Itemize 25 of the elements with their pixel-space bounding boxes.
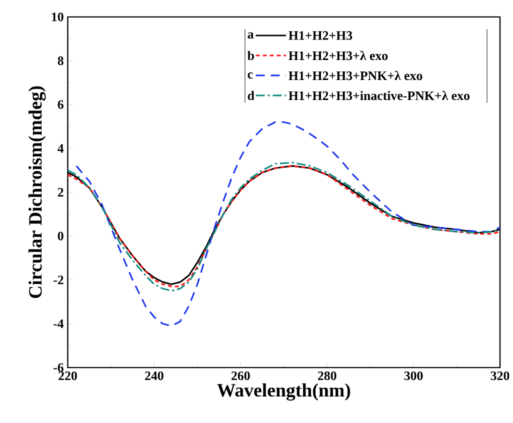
y-tick-label: -6 — [54, 363, 64, 372]
y-tick-label: 2 — [58, 188, 64, 196]
legend-label: H1+H2+H3+PNK+λ exo — [288, 70, 422, 80]
y-tick-label: 8 — [58, 56, 64, 65]
y-tick-label: 4 — [58, 144, 64, 152]
x-tick-label: 220 — [58, 371, 77, 380]
x-tick-label: 280 — [318, 371, 336, 380]
x-tick-label: 320 — [490, 371, 510, 380]
y-tick-label: -2 — [54, 275, 64, 284]
y-tick-label: 0 — [58, 232, 64, 240]
legend-label: H1+H2+H3+inactive-PNK+λ exo — [288, 90, 470, 100]
annotation: c — [248, 72, 253, 78]
y-axis-title: Circular Dichroism(mdeg) — [28, 86, 46, 298]
y-tick-label: -4 — [54, 319, 64, 328]
x-tick-label: 260 — [232, 371, 250, 380]
x-tick-label: 300 — [404, 371, 423, 380]
y-tick-label: 10 — [52, 12, 64, 22]
legend-label: H1+H2+H3 — [288, 31, 352, 40]
x-tick-label: 240 — [145, 371, 164, 380]
annotation: b — [248, 50, 254, 60]
y-tick-label: 6 — [58, 100, 64, 109]
annotation: a — [248, 32, 254, 38]
legend-label: H1+H2+H3+λ exo — [288, 50, 388, 60]
x-axis-title: Wavelength(nm) — [217, 383, 350, 400]
annotation: d — [248, 90, 254, 100]
